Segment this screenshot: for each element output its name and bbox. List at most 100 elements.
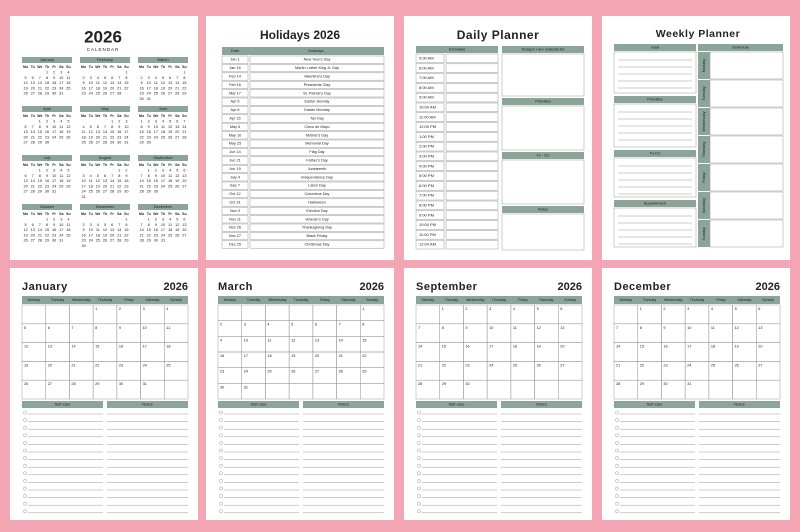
day-number: 15 [442, 345, 446, 349]
day-number: 20 [182, 228, 186, 232]
day-number: 16 [147, 130, 151, 134]
day-number: 12 [103, 228, 107, 232]
day-number: 30 [220, 385, 224, 389]
day-number: 15 [124, 81, 128, 85]
day-number: 28 [182, 135, 186, 139]
header-bar [80, 106, 130, 112]
day-number: 29 [95, 382, 99, 386]
weekday: Tu [31, 212, 35, 216]
box [445, 190, 499, 201]
box [249, 156, 385, 165]
day-number: 5 [90, 125, 92, 129]
weekday: Su [182, 114, 186, 118]
day-number: 15 [38, 130, 42, 134]
day-number: 15 [139, 130, 143, 134]
day-number: 25 [168, 184, 172, 188]
checkbox [23, 433, 27, 438]
day-number: 30 [117, 141, 121, 145]
weekday: Fr [110, 114, 114, 118]
day-number: 20 [103, 184, 107, 188]
day-number: 28 [339, 370, 343, 374]
day-number: 3 [125, 120, 127, 124]
box [415, 161, 445, 171]
day-number: 20 [175, 130, 179, 134]
day-number: 1 [95, 307, 97, 311]
day-number: 31 [59, 239, 63, 243]
day-number: 9 [125, 174, 127, 178]
day-number: 25 [96, 239, 100, 243]
day-number: 23 [81, 239, 85, 243]
day-number: 29 [45, 92, 49, 96]
day-number: 26 [735, 363, 739, 367]
day-number: 10 [89, 81, 93, 85]
year-subtitle: CALENDAR [87, 47, 120, 52]
day-number: 10 [489, 326, 493, 330]
day-number: 13 [110, 228, 114, 232]
day-number: 15 [147, 179, 151, 183]
day-number: 29 [117, 190, 121, 194]
month-year: 2026 [164, 281, 188, 293]
checkbox [615, 479, 619, 483]
header-label: December [154, 204, 173, 209]
day-number: 13 [175, 125, 179, 129]
day-number: 26 [168, 135, 172, 139]
box [221, 139, 249, 148]
day-number: 15 [45, 81, 49, 85]
day-number: 21 [139, 233, 143, 237]
box [415, 230, 445, 240]
header-bar [138, 106, 188, 112]
day-number: 3 [53, 120, 55, 124]
day-number: 16 [220, 354, 224, 358]
checkbox [23, 410, 27, 415]
box [415, 92, 445, 103]
day-strip [698, 52, 710, 79]
day-number: 14 [616, 345, 620, 349]
day-number: 23 [45, 184, 49, 188]
checkbox [219, 433, 223, 438]
weekday: We [37, 212, 42, 216]
box [415, 102, 445, 113]
day-number: 30 [81, 244, 85, 248]
weekday: Th [45, 114, 49, 118]
day-number: 15 [38, 179, 42, 183]
day-strip [698, 136, 710, 163]
day-number: 13 [48, 345, 52, 349]
day-number: 7 [111, 174, 113, 178]
box [249, 223, 385, 232]
weekday: Sunday [170, 298, 182, 302]
box [501, 53, 585, 97]
holiday-name: Election Day [306, 209, 327, 213]
day-number: 31 [687, 382, 691, 386]
box [249, 232, 385, 241]
box [415, 83, 445, 93]
header-bar [303, 401, 384, 408]
checkbox [219, 509, 223, 514]
holiday-date: May 25 [229, 142, 241, 146]
weekday: Monday [28, 298, 41, 302]
header-label: Schedule [449, 47, 466, 52]
day-number: 7 [141, 223, 143, 227]
day-number: 11 [66, 76, 70, 80]
day-label: Saturday [702, 198, 706, 213]
checkbox [23, 425, 27, 430]
day-number: 30 [52, 92, 56, 96]
weekday: Friday [124, 298, 134, 302]
day-number: 6 [48, 326, 50, 330]
day-number: 30 [124, 190, 128, 194]
day-number: 27 [23, 141, 27, 145]
day-number: 20 [23, 184, 27, 188]
weekday: Su [66, 163, 70, 167]
day-number: 7 [183, 120, 185, 124]
day-number: 7 [71, 326, 73, 330]
day-number: 14 [38, 81, 42, 85]
day-number: 10 [52, 125, 56, 129]
checkbox [417, 471, 421, 476]
day-label: Tuesday [702, 86, 706, 101]
day-number: 17 [143, 345, 147, 349]
day-number: 24 [687, 363, 691, 367]
day-number: 11 [96, 81, 100, 85]
day-number: 7 [176, 76, 178, 80]
checkbox [615, 410, 619, 415]
time-slot: 7:00 AM [419, 75, 434, 80]
time-slot: 8:00 PM [419, 202, 434, 207]
